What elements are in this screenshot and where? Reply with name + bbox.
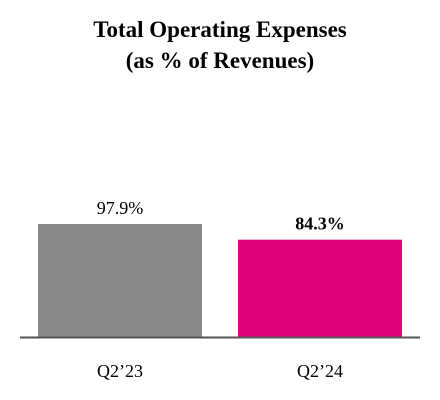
bar-2 [238, 239, 402, 337]
x-tick-label-1: Q2’23 [97, 361, 143, 381]
data-label-1: 97.9% [97, 198, 144, 218]
data-label-2: 84.3% [295, 214, 345, 234]
chart-subtitle: (as % of Revenues) [125, 48, 315, 73]
bar-1 [38, 224, 202, 337]
chart-title: Total Operating Expenses [93, 17, 347, 42]
x-tick-label-2: Q2’24 [297, 361, 343, 381]
